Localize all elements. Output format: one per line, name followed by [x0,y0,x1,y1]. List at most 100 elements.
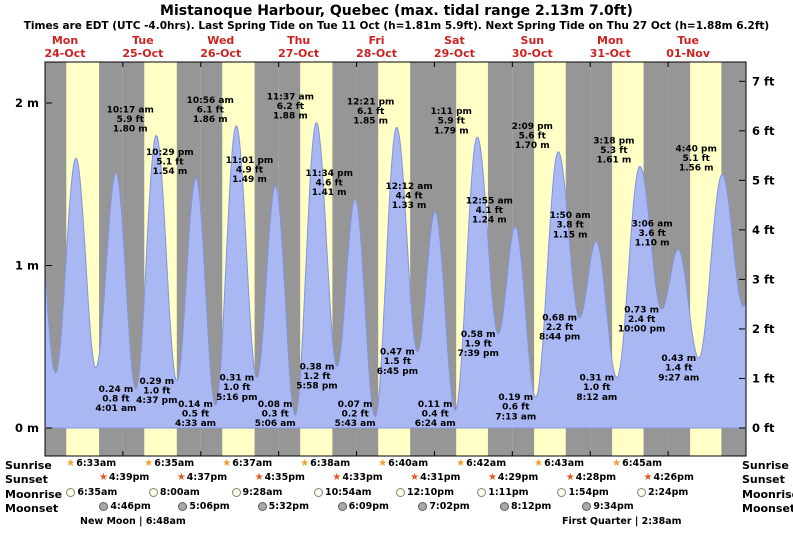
day-name: Thu [287,34,310,47]
tide-annotation-low: 0.08 m 0.3 ft 5:06 am [255,400,296,429]
sunset-entry: ★4:26pm [644,472,694,484]
sunrise-icon: ★ [222,457,232,469]
right-axis-label: 1 ft [752,371,775,385]
day-date: 31-Oct [590,47,631,60]
moonset-time: 6:09pm [348,501,389,512]
sunrise-time: 6:35am [154,458,195,469]
tide-annotation-low: 0.31 m 1.0 ft 5:16 pm [216,374,257,403]
right-axis-label: 2 ft [752,322,775,336]
sunset-icon: ★ [565,471,575,483]
almanac-row-label: Sunset [5,473,48,486]
right-axis-label: 4 ft [752,223,775,237]
day-date: 24-Oct [44,47,85,60]
sunset-time: 4:28pm [575,472,617,483]
moonrise-time: 9:28am [242,487,283,498]
moonset-entry: 7:02pm [418,501,470,513]
tide-annotation-high: 10:29 pm 5.1 ft 1.54 m [146,148,194,177]
moonrise-time: 6:35am [77,487,118,498]
left-axis-label: 1 m [15,259,39,273]
tide-annotation-low: 0.68 m 2.2 ft 8:44 pm [539,314,580,343]
day-name: Tue [677,34,699,47]
moonset-entry: 5:06pm [178,501,230,513]
sunset-time: 4:39pm [109,472,150,483]
tide-annotation-high: 12:12 am 4.4 ft 1.33 m [385,182,432,211]
left-axis-label: 0 m [15,421,39,435]
moonset-entry: 8:12pm [500,501,551,513]
sunrise-time: 6:43am [544,458,585,469]
day-name: Mon [52,34,78,47]
moonrise-time: 1:11pm [488,487,529,498]
moonrise-time: 8:00am [159,487,200,498]
moonrise-entry: 10:54am [314,487,372,499]
day-name: Sun [521,34,545,47]
moonset-icon [418,502,428,511]
moonset-icon [99,502,109,511]
sunrise-entry: ★6:33am [66,458,116,470]
moon-phase-new-moon: New Moon | 6:48am [80,516,186,527]
right-axis-label: 3 ft [752,272,775,286]
tide-annotation-high: 11:01 pm 4.9 ft 1.49 m [226,156,274,185]
moonrise-time: 10:54am [325,487,372,498]
right-axis-label: 7 ft [752,74,775,88]
day-date: 28-Oct [356,47,397,60]
day-date: 27-Oct [278,47,319,60]
moonset-entry: 4:46pm [99,501,151,513]
tide-annotation-high: 2:09 pm 5.6 ft 1.70 m [512,122,553,151]
sunset-icon: ★ [99,471,108,483]
moonset-time: 5:32pm [268,501,310,512]
page-title: Mistanoque Harbour, Quebec (max. tidal r… [160,3,633,19]
almanac-row-label: Sunset [742,473,785,486]
tide-annotation-low: 0.47 m 1.5 ft 6:45 pm [377,348,418,377]
day-date: 30-Oct [512,47,553,60]
moonrise-icon [396,488,406,497]
right-axis-label: 6 ft [752,124,775,138]
sunset-entry: ★4:29pm [488,472,538,484]
almanac-row-label: Moonset [5,502,59,515]
moonrise-icon [557,488,567,497]
moonrise-icon [636,488,646,497]
tide-annotation-high: 1:50 am 3.8 ft 1.15 m [550,211,591,240]
moonrise-entry: 9:28am [231,487,283,499]
moonrise-entry: 1:11pm [477,487,529,499]
sunset-time: 4:31pm [420,472,461,483]
moonset-icon [582,502,592,511]
moonrise-time: 12:10pm [407,487,454,498]
almanac-row-label: Moonrise [5,488,63,501]
moonrise-time: 2:24pm [647,487,689,498]
day-date: 26-Oct [200,47,241,60]
day-name: Fri [369,34,385,47]
day-date: 25-Oct [122,47,163,60]
almanac-row-label: Sunrise [742,459,789,472]
moonrise-icon [231,488,241,497]
moonset-time: 4:46pm [110,501,151,512]
sunrise-time: 6:42am [466,458,507,469]
moon-phase-first-quarter: First Quarter | 2:38am [562,516,682,527]
sunrise-entry: ★6:42am [456,458,506,470]
sunset-time: 4:29pm [497,472,539,483]
sunrise-entry: ★6:40am [378,458,428,470]
moonrise-icon [66,488,76,497]
tide-annotation-low: 0.58 m 1.9 ft 7:39 pm [458,330,499,359]
moonset-entry: 6:09pm [337,501,389,513]
moonset-icon [337,502,347,511]
right-axis-label: 0 ft [752,421,775,435]
moonrise-icon [148,488,158,497]
sunset-entry: ★4:33pm [332,472,382,484]
sunrise-icon: ★ [66,457,76,469]
tide-annotation-high: 1:11 pm 5.9 ft 1.79 m [431,107,472,136]
sunrise-entry: ★6:35am [144,458,194,470]
sunset-time: 4:35pm [264,472,305,483]
tide-annotation-low: 0.38 m 1.2 ft 5:58 pm [296,362,337,391]
sunrise-time: 6:37am [232,458,273,469]
moonrise-icon [314,488,324,497]
sunset-time: 4:37pm [186,472,228,483]
sunset-entry: ★4:35pm [255,472,305,484]
day-name: Wed [207,34,234,47]
sunrise-icon: ★ [144,457,154,469]
tide-annotation-high: 4:40 pm 5.1 ft 1.56 m [676,145,717,174]
tide-annotation-high: 12:55 am 4.1 ft 1.24 m [466,197,513,226]
tide-annotation-high: 11:37 am 6.2 ft 1.88 m [267,93,314,122]
moonrise-entry: 1:54pm [557,487,609,499]
